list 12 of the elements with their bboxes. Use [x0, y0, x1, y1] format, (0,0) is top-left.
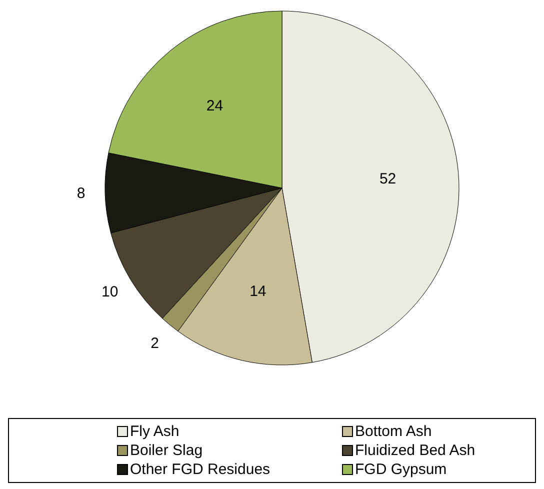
data-label: 8: [76, 185, 86, 202]
data-label: 24: [206, 97, 224, 114]
legend-label: Other FGD Residues: [130, 460, 270, 479]
legend-label: Fly Ash: [130, 422, 180, 441]
data-label: 52: [379, 170, 396, 188]
legend-label: Fluidized Bed Ash: [355, 441, 476, 460]
legend-label: FGD Gypsum: [355, 460, 447, 479]
data-label: 2: [150, 335, 159, 352]
data-label: 10: [102, 283, 118, 300]
legend-label: Boiler Slag: [130, 441, 203, 460]
data-label: 14: [250, 282, 266, 300]
legend-label: Bottom Ash: [355, 422, 432, 441]
